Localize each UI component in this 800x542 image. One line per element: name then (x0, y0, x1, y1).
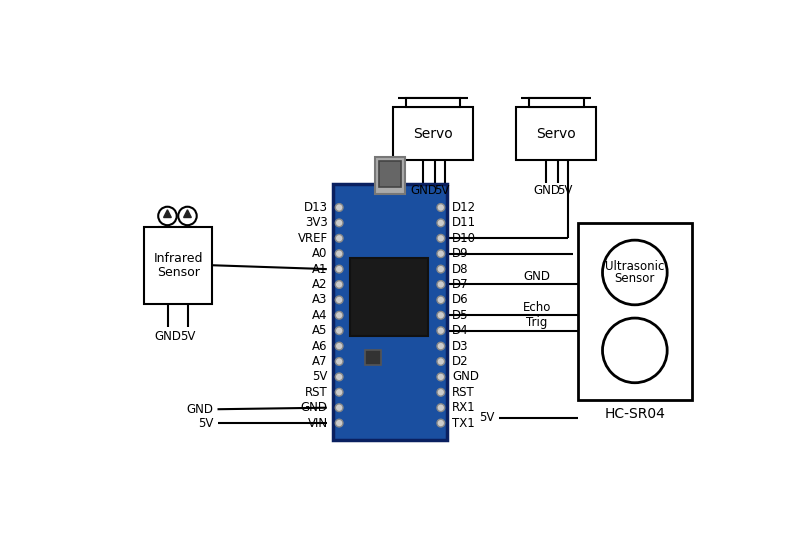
Bar (350, 257, 429, 336)
Text: GND: GND (301, 401, 328, 414)
Circle shape (335, 296, 343, 304)
Text: GND: GND (523, 270, 550, 283)
Circle shape (602, 318, 667, 383)
Bar (578, 223, 692, 400)
Circle shape (437, 404, 445, 411)
Bar (375, 157, 405, 193)
Circle shape (335, 358, 343, 365)
Circle shape (437, 373, 445, 380)
Text: D7: D7 (452, 278, 469, 291)
Polygon shape (184, 210, 191, 217)
Text: A0: A0 (312, 247, 328, 260)
Text: RX1: RX1 (452, 401, 476, 414)
Text: A6: A6 (312, 340, 328, 353)
Text: Infrared: Infrared (154, 252, 203, 265)
Circle shape (335, 373, 343, 380)
Text: 5V: 5V (479, 411, 494, 424)
Circle shape (437, 358, 445, 365)
Bar (406, 98, 460, 107)
Text: RST: RST (305, 386, 328, 399)
Text: D10: D10 (452, 232, 476, 245)
Circle shape (335, 342, 343, 350)
Bar (366, 350, 381, 365)
Text: 5V: 5V (181, 331, 196, 343)
Circle shape (335, 389, 343, 396)
Text: 5V: 5V (312, 370, 328, 383)
Text: Servo: Servo (537, 127, 576, 140)
Text: Ultrasonic: Ultrasonic (605, 260, 665, 273)
Bar (333, 184, 447, 440)
Circle shape (437, 250, 445, 257)
Circle shape (437, 327, 445, 334)
Text: A7: A7 (312, 355, 328, 368)
Bar (393, 107, 473, 160)
Text: GND: GND (452, 370, 479, 383)
Text: HC-SR04: HC-SR04 (605, 407, 666, 421)
Circle shape (335, 235, 343, 242)
Bar (379, 160, 401, 186)
Text: 5V: 5V (557, 184, 573, 197)
Bar (144, 227, 212, 304)
Circle shape (437, 204, 445, 211)
Circle shape (437, 219, 445, 227)
Circle shape (335, 420, 343, 427)
Circle shape (158, 207, 177, 225)
Text: A4: A4 (312, 309, 328, 322)
Circle shape (437, 235, 445, 242)
Text: D3: D3 (452, 340, 469, 353)
Circle shape (437, 420, 445, 427)
Circle shape (437, 281, 445, 288)
Text: GND: GND (154, 331, 182, 343)
Text: RST: RST (452, 386, 475, 399)
Circle shape (335, 250, 343, 257)
Text: Echo: Echo (523, 301, 551, 314)
Text: D8: D8 (452, 262, 469, 275)
Text: D2: D2 (452, 355, 469, 368)
Text: Sensor: Sensor (614, 272, 655, 285)
Circle shape (335, 204, 343, 211)
Text: D13: D13 (304, 201, 328, 214)
Text: D5: D5 (452, 309, 469, 322)
Circle shape (335, 265, 343, 273)
Circle shape (178, 207, 197, 225)
Circle shape (335, 219, 343, 227)
Text: A2: A2 (312, 278, 328, 291)
Text: A1: A1 (312, 262, 328, 275)
Text: A3: A3 (312, 293, 328, 306)
Text: Sensor: Sensor (157, 266, 200, 279)
Text: GND: GND (410, 184, 438, 197)
Text: D11: D11 (452, 216, 477, 229)
Text: Servo: Servo (414, 127, 453, 140)
Text: A5: A5 (312, 324, 328, 337)
Text: Trig: Trig (526, 317, 548, 330)
Polygon shape (163, 210, 171, 217)
Circle shape (602, 240, 667, 305)
Circle shape (335, 312, 343, 319)
Text: 3V3: 3V3 (305, 216, 328, 229)
Text: D6: D6 (452, 293, 469, 306)
Text: VIN: VIN (307, 417, 328, 430)
Text: GND: GND (186, 403, 214, 416)
Circle shape (335, 327, 343, 334)
Text: 5V: 5V (198, 417, 214, 430)
Text: TX1: TX1 (452, 417, 475, 430)
Circle shape (437, 265, 445, 273)
Bar (516, 107, 596, 160)
Circle shape (335, 404, 343, 411)
Text: GND: GND (534, 184, 561, 197)
Text: D4: D4 (452, 324, 469, 337)
Text: 5V: 5V (434, 184, 450, 197)
Circle shape (335, 281, 343, 288)
Circle shape (437, 296, 445, 304)
Circle shape (437, 312, 445, 319)
Circle shape (437, 389, 445, 396)
Circle shape (437, 342, 445, 350)
Bar (529, 98, 583, 107)
Text: VREF: VREF (298, 232, 328, 245)
Text: D9: D9 (452, 247, 469, 260)
Text: D12: D12 (452, 201, 477, 214)
